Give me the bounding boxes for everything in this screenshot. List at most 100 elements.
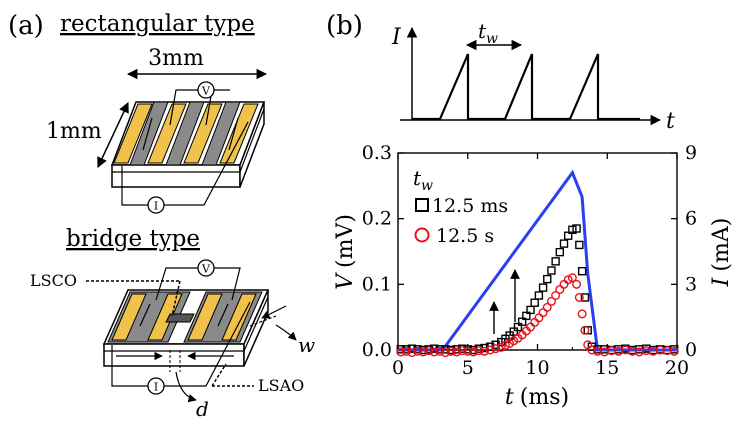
y-right-tick-label: 9 [685,142,697,164]
bridge-sample [102,289,270,372]
point-12-5-s [452,347,462,357]
point-12-5-s [546,296,556,306]
point-12-5-s [563,275,573,285]
point-12-5-s [530,317,540,327]
point-12-5-s [491,344,501,354]
point-12-5-ms [580,293,590,302]
legend-marker-square [415,198,429,212]
point-12-5-s [534,313,544,323]
rect-voltmeter-wire [169,89,198,126]
waveform-y-label: I [391,25,402,50]
point-12-5-ms [547,266,556,275]
panel-a: (a) rectangular type 3mm 1mm [8,11,315,421]
point-12-5-s [440,348,450,358]
y-left-tick-label: 0.3 [362,142,392,164]
point-12-5-s [485,345,495,355]
rect-sample [110,101,266,188]
y-left-tick-label: 0.2 [362,208,392,230]
panel-b-label: (b) [326,11,363,41]
rect-type-title: rectangular type [60,11,255,37]
legend-item-ms: 12.5 ms [432,195,508,217]
point-12-5-s [559,279,569,289]
bridge-strip [165,313,195,323]
x-tick-label: 5 [462,357,474,379]
panel-b-top: (b) I t tw [326,11,675,134]
waveform-sawtooth [412,53,640,121]
point-12-5-s [500,340,510,350]
point-12-5-s [468,347,478,357]
point-12-5-s [669,346,679,356]
point-12-5-s [424,346,434,356]
x-tick-label: 15 [595,357,619,379]
point-12-5-s [429,347,439,357]
tw-label: tw [478,19,498,47]
point-12-5-ms [577,267,587,276]
point-12-5-ms [441,345,450,354]
y-right-axis-label: I(mA) [709,218,734,288]
point-12-5-s [418,347,428,357]
dim-length-label: 3mm [148,46,204,71]
point-12-5-s [555,285,565,295]
point-12-5-s [401,346,411,356]
bridge-ammeter [147,377,165,395]
point-12-5-s [457,346,467,356]
x-tick-label: 0 [392,357,404,379]
rect-voltmeter-label: V [201,85,211,98]
point-12-5-s [538,308,548,318]
y-left-tick-label: 0.1 [362,273,392,295]
point-12-5-s [587,345,597,355]
point-12-5-s [580,325,590,335]
point-12-5-ms [485,342,495,351]
legend-item-s: 12.5 s [436,225,494,247]
point-12-5-ms [534,291,544,300]
y-left-axis-label: V(mV) [333,214,358,290]
waveform-x-label: t [666,109,675,134]
bridge-type-title: bridge type [66,226,200,252]
point-12-5-ms [551,257,560,266]
rect-ammeter [147,196,165,214]
point-12-5-s [574,292,584,302]
legend-marker-circle [414,227,430,243]
panel-a-label: (a) [8,11,44,41]
rect-ammeter-wire [121,166,148,206]
dim-width-arrow [97,102,129,168]
point-12-5-ms [530,298,539,307]
x-tick-label: 20 [665,357,689,379]
point-12-5-ms [543,274,552,284]
point-12-5-s [567,273,577,283]
w-label: w [298,333,315,357]
dim-width-label: 1mm [46,119,102,144]
point-12-5-s [407,348,417,358]
point-12-5-s [413,346,423,356]
bridge-voltmeter [197,259,215,277]
x-tick-label: 10 [525,357,549,379]
point-12-5-ms [559,239,569,248]
rect-ammeter-label: I [154,200,158,213]
point-12-5-s [572,279,582,289]
point-12-5-s [446,346,456,356]
point-12-5-s [479,346,489,356]
y-right-tick-label: 6 [685,208,697,230]
point-12-5-s [463,346,473,356]
point-12-5-s [542,302,552,312]
point-12-5-ms [572,224,581,233]
point-12-5-s [496,342,506,352]
point-12-5-s [577,309,587,319]
bridge-voltmeter-label: V [201,263,211,276]
point-12-5-s [396,347,406,357]
y-left-tick-label: 0.0 [362,339,392,361]
lsao-label: LSAO [258,376,304,395]
y-right-tick-label: 0 [685,339,697,361]
point-12-5-s [551,290,561,300]
point-12-5-s [474,346,484,356]
x-axis-label: t (ms) [505,385,569,410]
lsco-label: LSCO [30,271,77,290]
chart: 0 5 10 15 20 0.0 0.1 0.2 0.3 0 3 6 9 t (ms) V(mV) I(m… [333,142,734,410]
point-12-5-ms [538,283,548,292]
rect-voltmeter [197,81,215,99]
point-12-5-s [435,346,445,356]
point-12-5-ms [575,240,584,250]
point-12-5-ms [555,247,565,257]
bridge-ammeter-label: I [154,381,158,394]
